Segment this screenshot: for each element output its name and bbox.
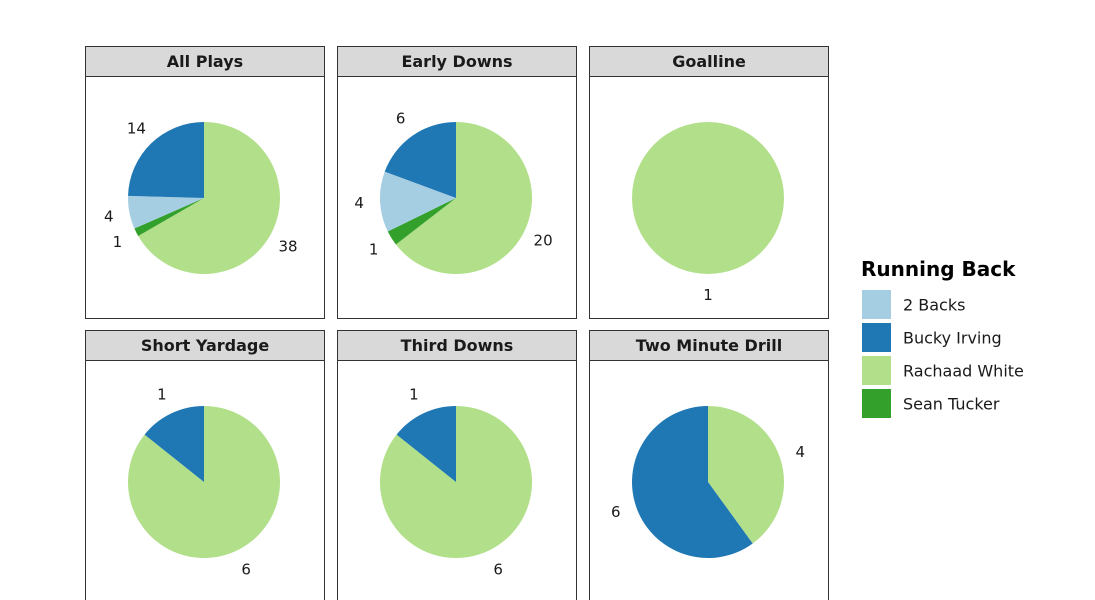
slice-2-backs (128, 195, 204, 229)
facet-title: Third Downs (401, 336, 514, 355)
facet-early-downs: Early Downs 20 1 4 6 (337, 46, 577, 319)
facet-strip (337, 46, 577, 77)
legend-swatch-sean-tucker (862, 389, 891, 418)
slice-label-bucky-irving: 1 (157, 386, 167, 404)
facet-strip (85, 46, 325, 77)
legend: Running Back 2 Backs Bucky Irving Rachaad … (861, 257, 1024, 418)
slice-label-rachaad-white: 4 (795, 443, 805, 461)
slice-rachaad-white (379, 406, 532, 558)
slice-label-rachaad-white: 6 (493, 560, 503, 578)
legend-item-rachaad-white: Rachaad White (862, 356, 1024, 385)
slice-bucky-irving (632, 406, 753, 558)
facet-title: All Plays (167, 52, 243, 71)
slice-label-2-backs: 4 (354, 194, 364, 212)
legend-title: Running Back (861, 257, 1016, 281)
slice-label-sean-tucker: 1 (369, 240, 379, 258)
facet-short-yardage: Short Yardage 6 1 (85, 330, 325, 600)
facet-strip (589, 330, 829, 361)
facet-strip (85, 330, 325, 361)
slice-rachaad-white (632, 122, 784, 274)
facet-title: Early Downs (401, 52, 512, 71)
legend-label-sean-tucker: Sean Tucker (903, 395, 1000, 414)
slice-label-bucky-irving: 6 (611, 503, 621, 521)
facet-third-downs: Third Downs 6 1 (337, 330, 577, 600)
legend-item-bucky-irving: Bucky Irving (862, 323, 1002, 352)
facet-title: Two Minute Drill (636, 336, 782, 355)
facet-strip (337, 330, 577, 361)
slice-label-bucky-irving: 6 (396, 109, 406, 127)
slice-bucky-irving (144, 406, 204, 482)
slice-rachaad-white (395, 122, 532, 274)
slice-label-rachaad-white: 6 (241, 560, 251, 578)
legend-item-2-backs: 2 Backs (862, 290, 965, 319)
slice-label-sean-tucker: 1 (113, 233, 123, 251)
facet-title: Goalline (672, 52, 746, 71)
slice-label-2-backs: 4 (104, 208, 114, 226)
slice-bucky-irving (128, 122, 204, 198)
legend-swatch-rachaad-white (862, 356, 891, 385)
facet-title: Short Yardage (141, 336, 270, 355)
slice-rachaad-white (708, 405, 785, 544)
legend-swatch-bucky-irving (862, 323, 891, 352)
facet-goalline: Goalline 1 (589, 46, 829, 319)
slice-label-rachaad-white: 1 (703, 286, 713, 304)
slice-label-rachaad-white: 38 (278, 238, 297, 256)
legend-items: 2 Backs Bucky Irving Rachaad White Sean Tuc… (862, 290, 1024, 418)
facet-strip (589, 46, 829, 77)
slice-bucky-irving (396, 406, 456, 482)
slice-label-bucky-irving: 14 (127, 119, 146, 137)
legend-swatch-2-backs (862, 290, 891, 319)
legend-label-bucky-irving: Bucky Irving (903, 329, 1002, 348)
legend-item-sean-tucker: Sean Tucker (862, 389, 1000, 418)
slice-sean-tucker (134, 198, 204, 236)
slice-2-backs (379, 171, 456, 232)
slice-rachaad-white (127, 406, 280, 558)
slice-label-rachaad-white: 20 (534, 232, 553, 250)
slice-rachaad-white (138, 122, 280, 274)
facet-two-minute-drill: Two Minute Drill 4 6 (589, 330, 829, 600)
slice-sean-tucker (387, 198, 456, 245)
legend-label-rachaad-white: Rachaad White (903, 362, 1024, 381)
slice-label-bucky-irving: 1 (409, 386, 419, 404)
legend-label-2-backs: 2 Backs (903, 296, 965, 315)
slice-bucky-irving (384, 122, 456, 198)
